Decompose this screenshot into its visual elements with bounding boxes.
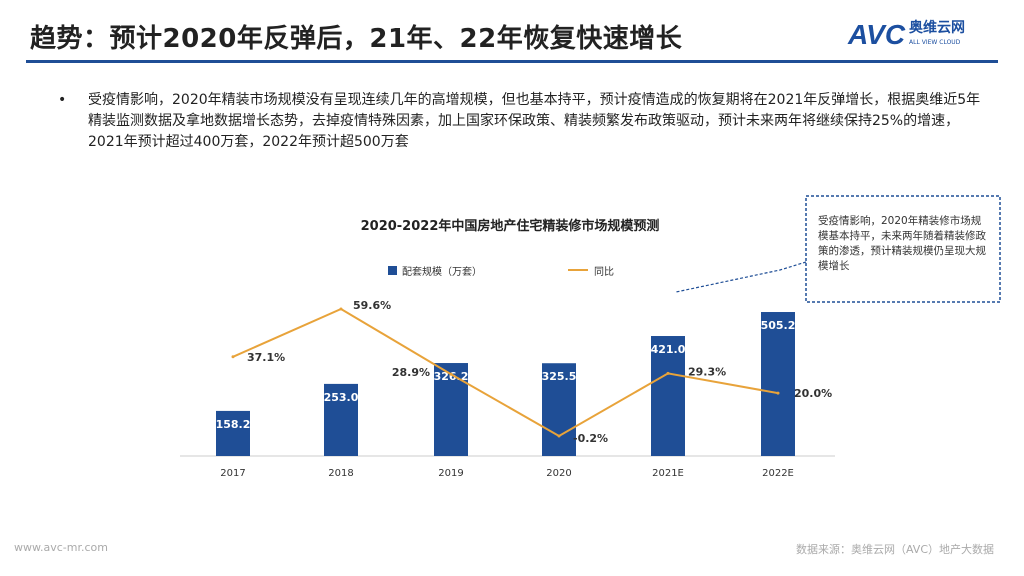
- bar-2020: [542, 363, 576, 456]
- bullet-marker: •: [58, 92, 67, 108]
- bullet-text: 受疫情影响，2020年精装市场规模没有呈现连续几年的高增规模，但也基本持平，预计…: [88, 92, 981, 150]
- bar-label-2017: 158.2: [216, 418, 251, 431]
- avc-logo: AVC 奥维云网 ALL VIEW CLOUD: [848, 20, 965, 50]
- page-title: 趋势：预计2020年反弹后，21年、22年恢复快速增长: [30, 24, 683, 54]
- yoy-point-2019: [449, 372, 453, 376]
- callout-pointer: [675, 261, 807, 293]
- yoy-label-2017: 37.1%: [247, 351, 285, 364]
- yoy-point-2017: [231, 355, 235, 359]
- legend-line-label: 同比: [594, 266, 614, 278]
- bar-label-2018: 253.0: [324, 391, 359, 404]
- x-tick-label-2020: 2020: [546, 468, 571, 479]
- logo-mark: AVC: [848, 19, 906, 50]
- x-tick-label-2022E: 2022E: [762, 468, 794, 479]
- legend-bar-label: 配套规模（万套）: [402, 265, 482, 278]
- callout-text: 受疫情影响，2020年精装修市场规模基本持平，未来两年随着精装修政策的渗透，预计…: [818, 215, 986, 272]
- x-tick-label-2017: 2017: [220, 468, 245, 479]
- chart-title: 2020-2022年中国房地产住宅精装修市场规模预测: [361, 218, 660, 234]
- yoy-label-2019: 28.9%: [392, 366, 430, 379]
- title-divider: [26, 60, 998, 63]
- bar-label-2020: 325.5: [542, 370, 577, 383]
- footer-source: 数据来源：奥维云网（AVC）地产大数据: [795, 543, 994, 556]
- bar-label-2021E: 421.0: [651, 343, 686, 356]
- logo-cn: 奥维云网: [909, 20, 966, 36]
- yoy-line: [232, 307, 779, 438]
- yoy-point-2018: [339, 307, 343, 311]
- bar-2022E: [761, 312, 795, 456]
- logo-text-stack: 奥维云网 ALL VIEW CLOUD: [909, 20, 965, 47]
- footer-website: www.avc-mr.com: [14, 541, 108, 554]
- yoy-label-2021E: 29.3%: [688, 365, 726, 378]
- bullet-paragraph: • 受疫情影响，2020年精装市场规模没有呈现连续几年的高增规模，但也基本持平，…: [58, 90, 988, 153]
- callout-border: [805, 195, 1001, 303]
- yoy-label-2022E: 20.0%: [794, 387, 832, 400]
- bar-2021E: [651, 336, 685, 456]
- yoy-point-2020: [557, 434, 561, 438]
- yoy-label-2018: 59.6%: [353, 299, 391, 312]
- yoy-point-2022E: [776, 391, 780, 395]
- legend-bar-swatch: [388, 266, 397, 275]
- bar-2018: [324, 383, 358, 456]
- x-tick-label-2019: 2019: [438, 468, 463, 479]
- yoy-point-2021E: [666, 371, 670, 375]
- x-tick-label-2021E: 2021E: [652, 468, 684, 479]
- bar-label-2022E: 505.2: [761, 319, 796, 332]
- x-tick-label-2018: 2018: [328, 468, 353, 479]
- yoy-label-2020: -0.2%: [573, 432, 608, 445]
- bar-2017: [216, 410, 250, 456]
- legend: 配套规模（万套） 同比: [388, 265, 614, 278]
- logo-en: ALL VIEW CLOUD: [909, 39, 961, 46]
- bar-2019: [434, 363, 468, 456]
